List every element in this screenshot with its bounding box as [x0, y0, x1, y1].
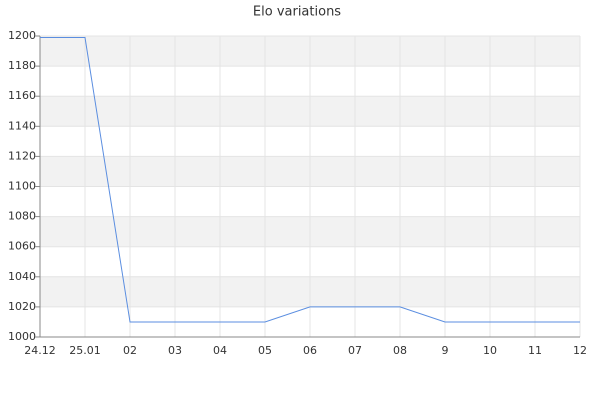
x-tick-label: 24.12 — [24, 344, 56, 357]
x-tick-label: 08 — [393, 344, 407, 357]
x-tick-label: 05 — [258, 344, 272, 357]
y-tick-label: 1060 — [8, 240, 36, 253]
y-tick-label: 1020 — [8, 300, 36, 313]
x-tick-label: 9 — [442, 344, 449, 357]
y-tick-label: 1000 — [8, 330, 36, 343]
x-tick-label: 02 — [123, 344, 137, 357]
y-tick-label: 1040 — [8, 270, 36, 283]
x-tick-label: 10 — [483, 344, 497, 357]
line — [40, 37, 580, 323]
x-tick-label: 11 — [528, 344, 542, 357]
y-tick-label: 1160 — [8, 89, 36, 102]
x-tick-label: 04 — [213, 344, 227, 357]
x-tick-label: 03 — [168, 344, 182, 357]
x-tick-label: 06 — [303, 344, 317, 357]
x-tick-label: 12 — [573, 344, 587, 357]
y-tick-label: 1140 — [8, 119, 36, 132]
y-tick-label: 1120 — [8, 149, 36, 162]
x-tick-label: 07 — [348, 344, 362, 357]
y-tick-label: 1100 — [8, 180, 36, 193]
x-tick-label: 25.01 — [69, 344, 101, 357]
y-tick-label: 1180 — [8, 59, 36, 72]
chart-title: Elo variations — [253, 5, 341, 20]
y-tick-label: 1200 — [8, 29, 36, 42]
y-tick-label: 1080 — [8, 210, 36, 223]
